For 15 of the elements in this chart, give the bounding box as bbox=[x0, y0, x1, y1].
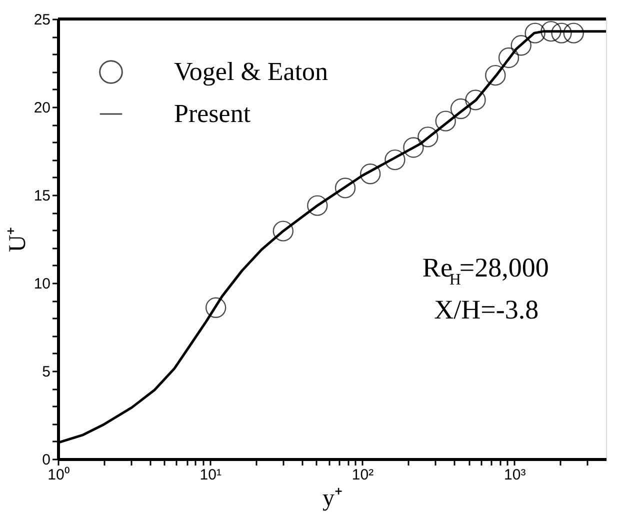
x-tick-label: 10² bbox=[352, 466, 374, 484]
x-tick-label: 10⁰ bbox=[48, 466, 70, 484]
x-tick-label: 10³ bbox=[504, 466, 526, 484]
y-axis-title: U⁺ bbox=[4, 226, 31, 252]
legend-label: Vogel & Eaton bbox=[174, 57, 328, 86]
y-tick-label: 20 bbox=[34, 100, 50, 116]
x-tick-label: 10¹ bbox=[200, 466, 222, 484]
y-tick-label: 0 bbox=[42, 452, 50, 468]
annotation: X/H=-3.8 bbox=[434, 294, 539, 324]
legend-label: Present bbox=[174, 99, 252, 128]
y-tick-label: 10 bbox=[34, 276, 50, 292]
y-tick-label: 25 bbox=[34, 12, 50, 28]
x-axis-title: y⁺ bbox=[322, 486, 342, 512]
y-tick-label: 5 bbox=[42, 364, 50, 380]
y-tick-label: 15 bbox=[34, 188, 50, 204]
